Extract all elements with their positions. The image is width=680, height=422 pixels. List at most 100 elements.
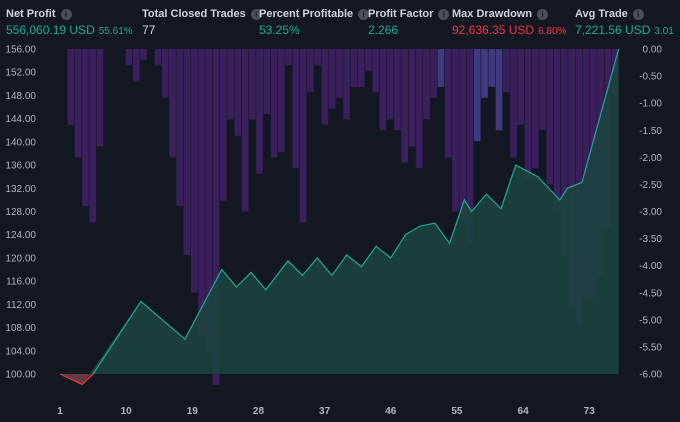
left-axis-tick-label: 100.00: [5, 370, 36, 381]
drawdown-bar: [517, 49, 525, 125]
stat-label: Profit Factor: [368, 8, 434, 20]
right-axis-tick-label: -5.00: [639, 315, 662, 326]
stat-label: Percent Profitable: [259, 8, 354, 20]
drawdown-bar: [423, 49, 430, 120]
stat-label: Total Closed Trades: [142, 8, 246, 20]
strategy-summary: Net Profit i 556,060.19 USD 55.61% Total C…: [0, 0, 680, 40]
drawdown-bar: [176, 49, 184, 207]
drawdown-bar: [553, 49, 561, 212]
left-axis-tick-label: 132.00: [5, 184, 36, 195]
stat-value: 7,221.56 USD: [575, 23, 651, 37]
x-axis-tick-label: 19: [187, 406, 199, 417]
drawdown-bar: [568, 49, 575, 309]
drawdown-bar: [437, 49, 445, 87]
drawdown-bar: [502, 49, 510, 93]
drawdown-bar: [74, 49, 82, 158]
stat-percent: 55.61%: [98, 26, 133, 37]
drawdown-bar: [473, 49, 481, 142]
drawdown-bar: [270, 49, 278, 158]
left-axis-tick-label: 156.00: [5, 45, 36, 56]
left-axis-tick-label: 152.00: [5, 68, 36, 79]
negative-equity-line: [59, 373, 94, 386]
drawdown-bar: [328, 49, 336, 109]
drawdown-bar: [307, 49, 314, 93]
drawdown-bar: [263, 49, 271, 114]
drawdown-bar: [350, 49, 358, 87]
right-axis-tick-label: -3.00: [639, 207, 662, 218]
drawdown-bar: [241, 49, 249, 212]
stat-label: Max Drawdown: [452, 8, 533, 20]
percent-profitable-stat: Percent Profitable i 53.25%: [259, 8, 370, 37]
drawdown-bar: [408, 49, 416, 147]
drawdown-bar: [444, 49, 452, 158]
drawdown-bar: [314, 49, 321, 66]
equity-area: [59, 48, 620, 386]
right-axis-tick-label: -2.00: [639, 153, 662, 164]
info-icon[interactable]: i: [60, 8, 72, 20]
right-axis-tick-label: -1.50: [639, 126, 662, 137]
left-axis-ticks: 156.00 152.00 148.00 144.00 140.00 136.00 132.…: [5, 45, 36, 381]
right-axis-tick-label: -2.50: [639, 180, 662, 191]
max-drawdown-stat: Max Drawdown i 92,636.35 USD 6.80%: [452, 8, 566, 37]
drawdown-bar: [125, 49, 133, 66]
drawdown-bar: [336, 49, 343, 98]
total-closed-trades-stat: Total Closed Trades i 77: [142, 8, 262, 37]
left-axis-tick-label: 148.00: [5, 91, 36, 102]
right-axis-tick-label: -4.00: [639, 261, 662, 272]
info-icon[interactable]: i: [250, 8, 262, 20]
drawdown-bar: [386, 49, 394, 120]
equity-fill: [60, 49, 619, 385]
info-icon[interactable]: i: [358, 8, 370, 20]
drawdown-bar: [466, 49, 474, 244]
drawdown-bar: [365, 49, 372, 71]
drawdown-bar: [198, 49, 205, 337]
stat-label: Net Profit: [6, 8, 56, 20]
drawdown-bar: [379, 49, 387, 131]
info-icon[interactable]: i: [632, 8, 644, 20]
profit-factor-stat: Profit Factor i 2.266: [368, 8, 450, 37]
right-axis-ticks: 0.00 -0.50 -1.00 -1.50 -2.00 -2.50 -3.00 -3.50 -…: [639, 45, 662, 381]
drawdown-bar: [227, 49, 234, 120]
drawdown-bar: [205, 49, 213, 353]
right-axis-tick-label: -1.00: [639, 99, 662, 110]
left-axis-tick-label: 144.00: [5, 114, 36, 125]
left-axis-tick-label: 108.00: [5, 323, 36, 334]
drawdown-bar: [132, 49, 140, 82]
drawdown-bar: [67, 49, 75, 125]
left-axis-tick-label: 120.00: [5, 253, 36, 264]
drawdown-bar: [212, 49, 220, 385]
right-axis-tick-label: 0.00: [643, 45, 663, 56]
right-axis-tick-label: -5.50: [639, 342, 662, 353]
x-axis-tick-label: 10: [121, 406, 133, 417]
info-icon[interactable]: i: [438, 8, 450, 20]
drawdown-bar: [82, 49, 89, 207]
drawdown-bar: [183, 49, 191, 255]
drawdown-bar: [89, 49, 96, 223]
drawdown-bar: [321, 49, 329, 125]
stat-value: 77: [142, 23, 156, 37]
stat-value: 556,060.19 USD: [6, 23, 95, 37]
drawdown-bar: [169, 49, 176, 158]
stat-percent: 3.01: [654, 26, 674, 37]
x-axis-tick-label: 55: [451, 406, 463, 417]
drawdown-bar: [415, 49, 423, 169]
left-axis-tick-label: 112.00: [6, 300, 36, 311]
drawdown-bar: [190, 49, 198, 293]
stat-value: 53.25%: [259, 23, 300, 37]
drawdown-bar: [560, 49, 568, 255]
drawdown-bar: [292, 49, 300, 169]
stat-label: Avg Trade: [575, 8, 628, 20]
drawdown-bar: [531, 49, 539, 169]
drawdown-bar: [488, 49, 496, 87]
left-axis-tick-label: 104.00: [5, 346, 36, 357]
left-axis-tick-label: 116.00: [6, 277, 36, 288]
drawdown-bar: [154, 49, 162, 66]
x-axis-tick-label: 37: [319, 406, 331, 417]
left-axis-tick-label: 140.00: [5, 137, 36, 148]
info-icon[interactable]: i: [537, 8, 549, 20]
drawdown-bar: [248, 49, 256, 120]
x-axis-tick-label: 64: [518, 406, 530, 417]
left-axis-tick-label: 124.00: [5, 230, 36, 241]
drawdown-bar: [510, 49, 517, 158]
